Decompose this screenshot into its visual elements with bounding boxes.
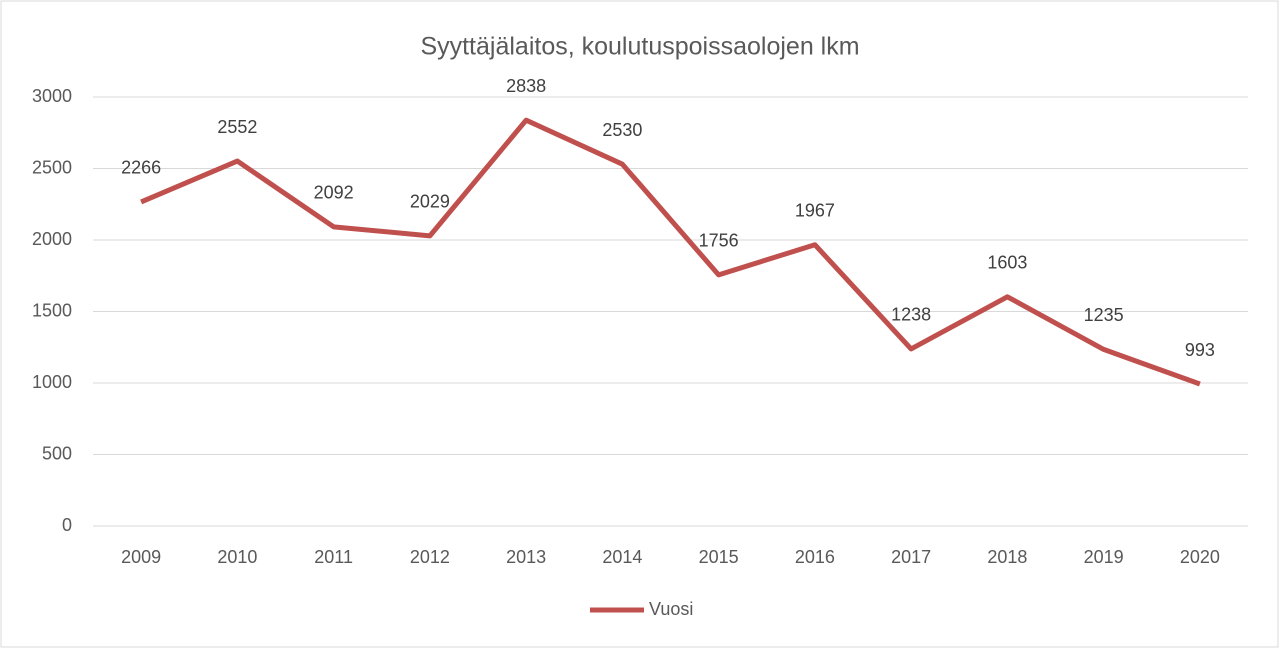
x-tick-label: 2009 bbox=[121, 547, 161, 567]
x-tick-label: 2017 bbox=[891, 547, 931, 567]
x-tick-label: 2011 bbox=[314, 547, 353, 567]
y-tick-label: 1000 bbox=[32, 372, 72, 392]
data-label: 993 bbox=[1185, 340, 1215, 360]
data-label: 2266 bbox=[121, 158, 161, 178]
y-tick-label: 500 bbox=[42, 443, 72, 463]
data-label: 2552 bbox=[217, 117, 257, 137]
legend-label: Vuosi bbox=[649, 599, 693, 619]
y-tick-label: 3000 bbox=[32, 86, 72, 106]
data-label: 2092 bbox=[314, 183, 354, 203]
data-label: 1238 bbox=[891, 305, 931, 325]
y-tick-label: 0 bbox=[62, 515, 72, 535]
x-tick-label: 2015 bbox=[699, 547, 739, 567]
x-tick-label: 2013 bbox=[506, 547, 546, 567]
x-tick-label: 2014 bbox=[602, 547, 642, 567]
data-label: 1756 bbox=[699, 231, 739, 251]
x-tick-label: 2018 bbox=[987, 547, 1027, 567]
y-tick-label: 2000 bbox=[32, 229, 72, 249]
y-tick-label: 2500 bbox=[32, 157, 72, 177]
series-line bbox=[140, 117, 1201, 387]
chart-title: Syyttäjälaitos, koulutuspoissaolojen lkm bbox=[420, 33, 859, 61]
data-label: 1603 bbox=[987, 253, 1027, 273]
x-tick-label: 2010 bbox=[217, 547, 257, 567]
x-tick-label: 2020 bbox=[1180, 547, 1220, 567]
data-label: 2530 bbox=[602, 120, 642, 140]
y-tick-label: 1500 bbox=[32, 300, 72, 320]
data-label: 1235 bbox=[1084, 305, 1124, 325]
x-tick-label: 2019 bbox=[1084, 547, 1124, 567]
x-tick-label: 2016 bbox=[795, 547, 835, 567]
x-tick-label: 2012 bbox=[410, 547, 450, 567]
data-label: 1967 bbox=[795, 200, 835, 220]
data-label: 2838 bbox=[506, 76, 546, 96]
data-label: 2029 bbox=[410, 192, 450, 212]
